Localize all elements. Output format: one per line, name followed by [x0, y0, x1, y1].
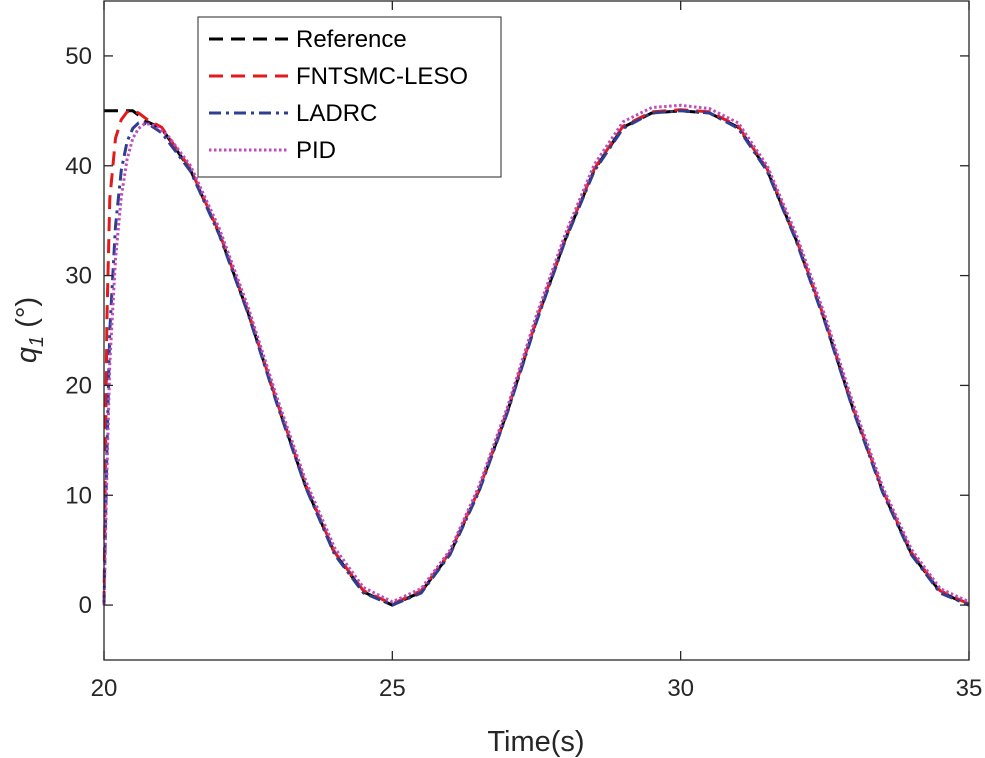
y-axis-label: q1 (°)	[11, 297, 48, 363]
ticks	[103, 1, 970, 660]
legend-label: LADRC	[296, 100, 377, 127]
tick-labels: 20 25 30 35 0 10 20 30 40 50	[65, 43, 982, 702]
y-axis-label-unit: (°)	[11, 297, 43, 336]
legend: Reference FNTSMC-LESO LADRC PID	[197, 16, 502, 178]
y-axis-label-subscript: 1	[26, 336, 48, 347]
x-axis-label: Time(s)	[487, 726, 584, 758]
y-tick-label: 20	[65, 372, 92, 399]
legend-label: PID	[296, 137, 336, 164]
plot-lines	[102, 103, 970, 607]
series-line-reference	[104, 109, 970, 607]
x-tick-label: 20	[91, 675, 118, 702]
y-tick-label: 10	[65, 482, 92, 509]
y-axis-label-main: q	[11, 347, 43, 363]
x-tick-label: 30	[667, 675, 694, 702]
x-tick-label: 35	[956, 675, 983, 702]
legend-label: FNTSMC-LESO	[296, 63, 468, 90]
x-tick-label: 25	[379, 675, 406, 702]
plot-frame	[103, 0, 970, 661]
legend-box	[197, 16, 502, 178]
series-line-pid	[102, 103, 970, 606]
series-line-fntsmc-leso	[102, 108, 970, 606]
series-line-ladrc	[102, 109, 970, 607]
legend-label: Reference	[296, 26, 407, 53]
y-tick-label: 40	[65, 153, 92, 180]
y-tick-label: 0	[79, 592, 92, 619]
y-tick-label: 30	[65, 263, 92, 290]
y-tick-label: 50	[65, 43, 92, 70]
